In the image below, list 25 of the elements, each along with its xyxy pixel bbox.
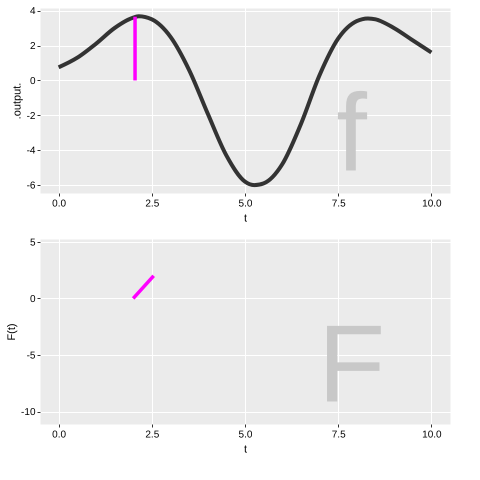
y-tick-label: 5	[30, 237, 36, 248]
x-tick-label: 5.0	[238, 430, 253, 440]
x-tick-label: 2.5	[145, 430, 160, 440]
x-tick-label: 7.5	[332, 430, 346, 440]
x-tick-label: 7.5	[332, 198, 346, 210]
y-tick-label: -4	[26, 146, 36, 157]
y-tick-label: -5	[26, 350, 36, 362]
y-tick-label: -6	[26, 180, 36, 192]
x-tick-label: 0.0	[52, 430, 67, 440]
x-tick-label: 10.0	[422, 198, 442, 210]
y-tick-label: 0	[30, 76, 36, 87]
x-axis-title: t	[244, 444, 248, 456]
y-tick-label: 0	[30, 294, 36, 305]
x-axis-title: t	[244, 212, 248, 224]
x-tick-label: 10.0	[422, 430, 442, 440]
x-tick-label: 2.5	[145, 198, 160, 210]
x-tick-label: 0.0	[52, 198, 67, 210]
y-tick-label: -10	[21, 407, 36, 418]
y-tick-label: 2	[30, 41, 36, 52]
y-tick-label: -2	[26, 110, 36, 122]
y-tick-label: 4	[30, 6, 36, 18]
y-axis-title: F(t)	[6, 323, 18, 341]
x-tick-label: 5.0	[238, 198, 253, 210]
line-series	[56, 14, 434, 188]
y-axis-title: .output.	[12, 82, 24, 120]
